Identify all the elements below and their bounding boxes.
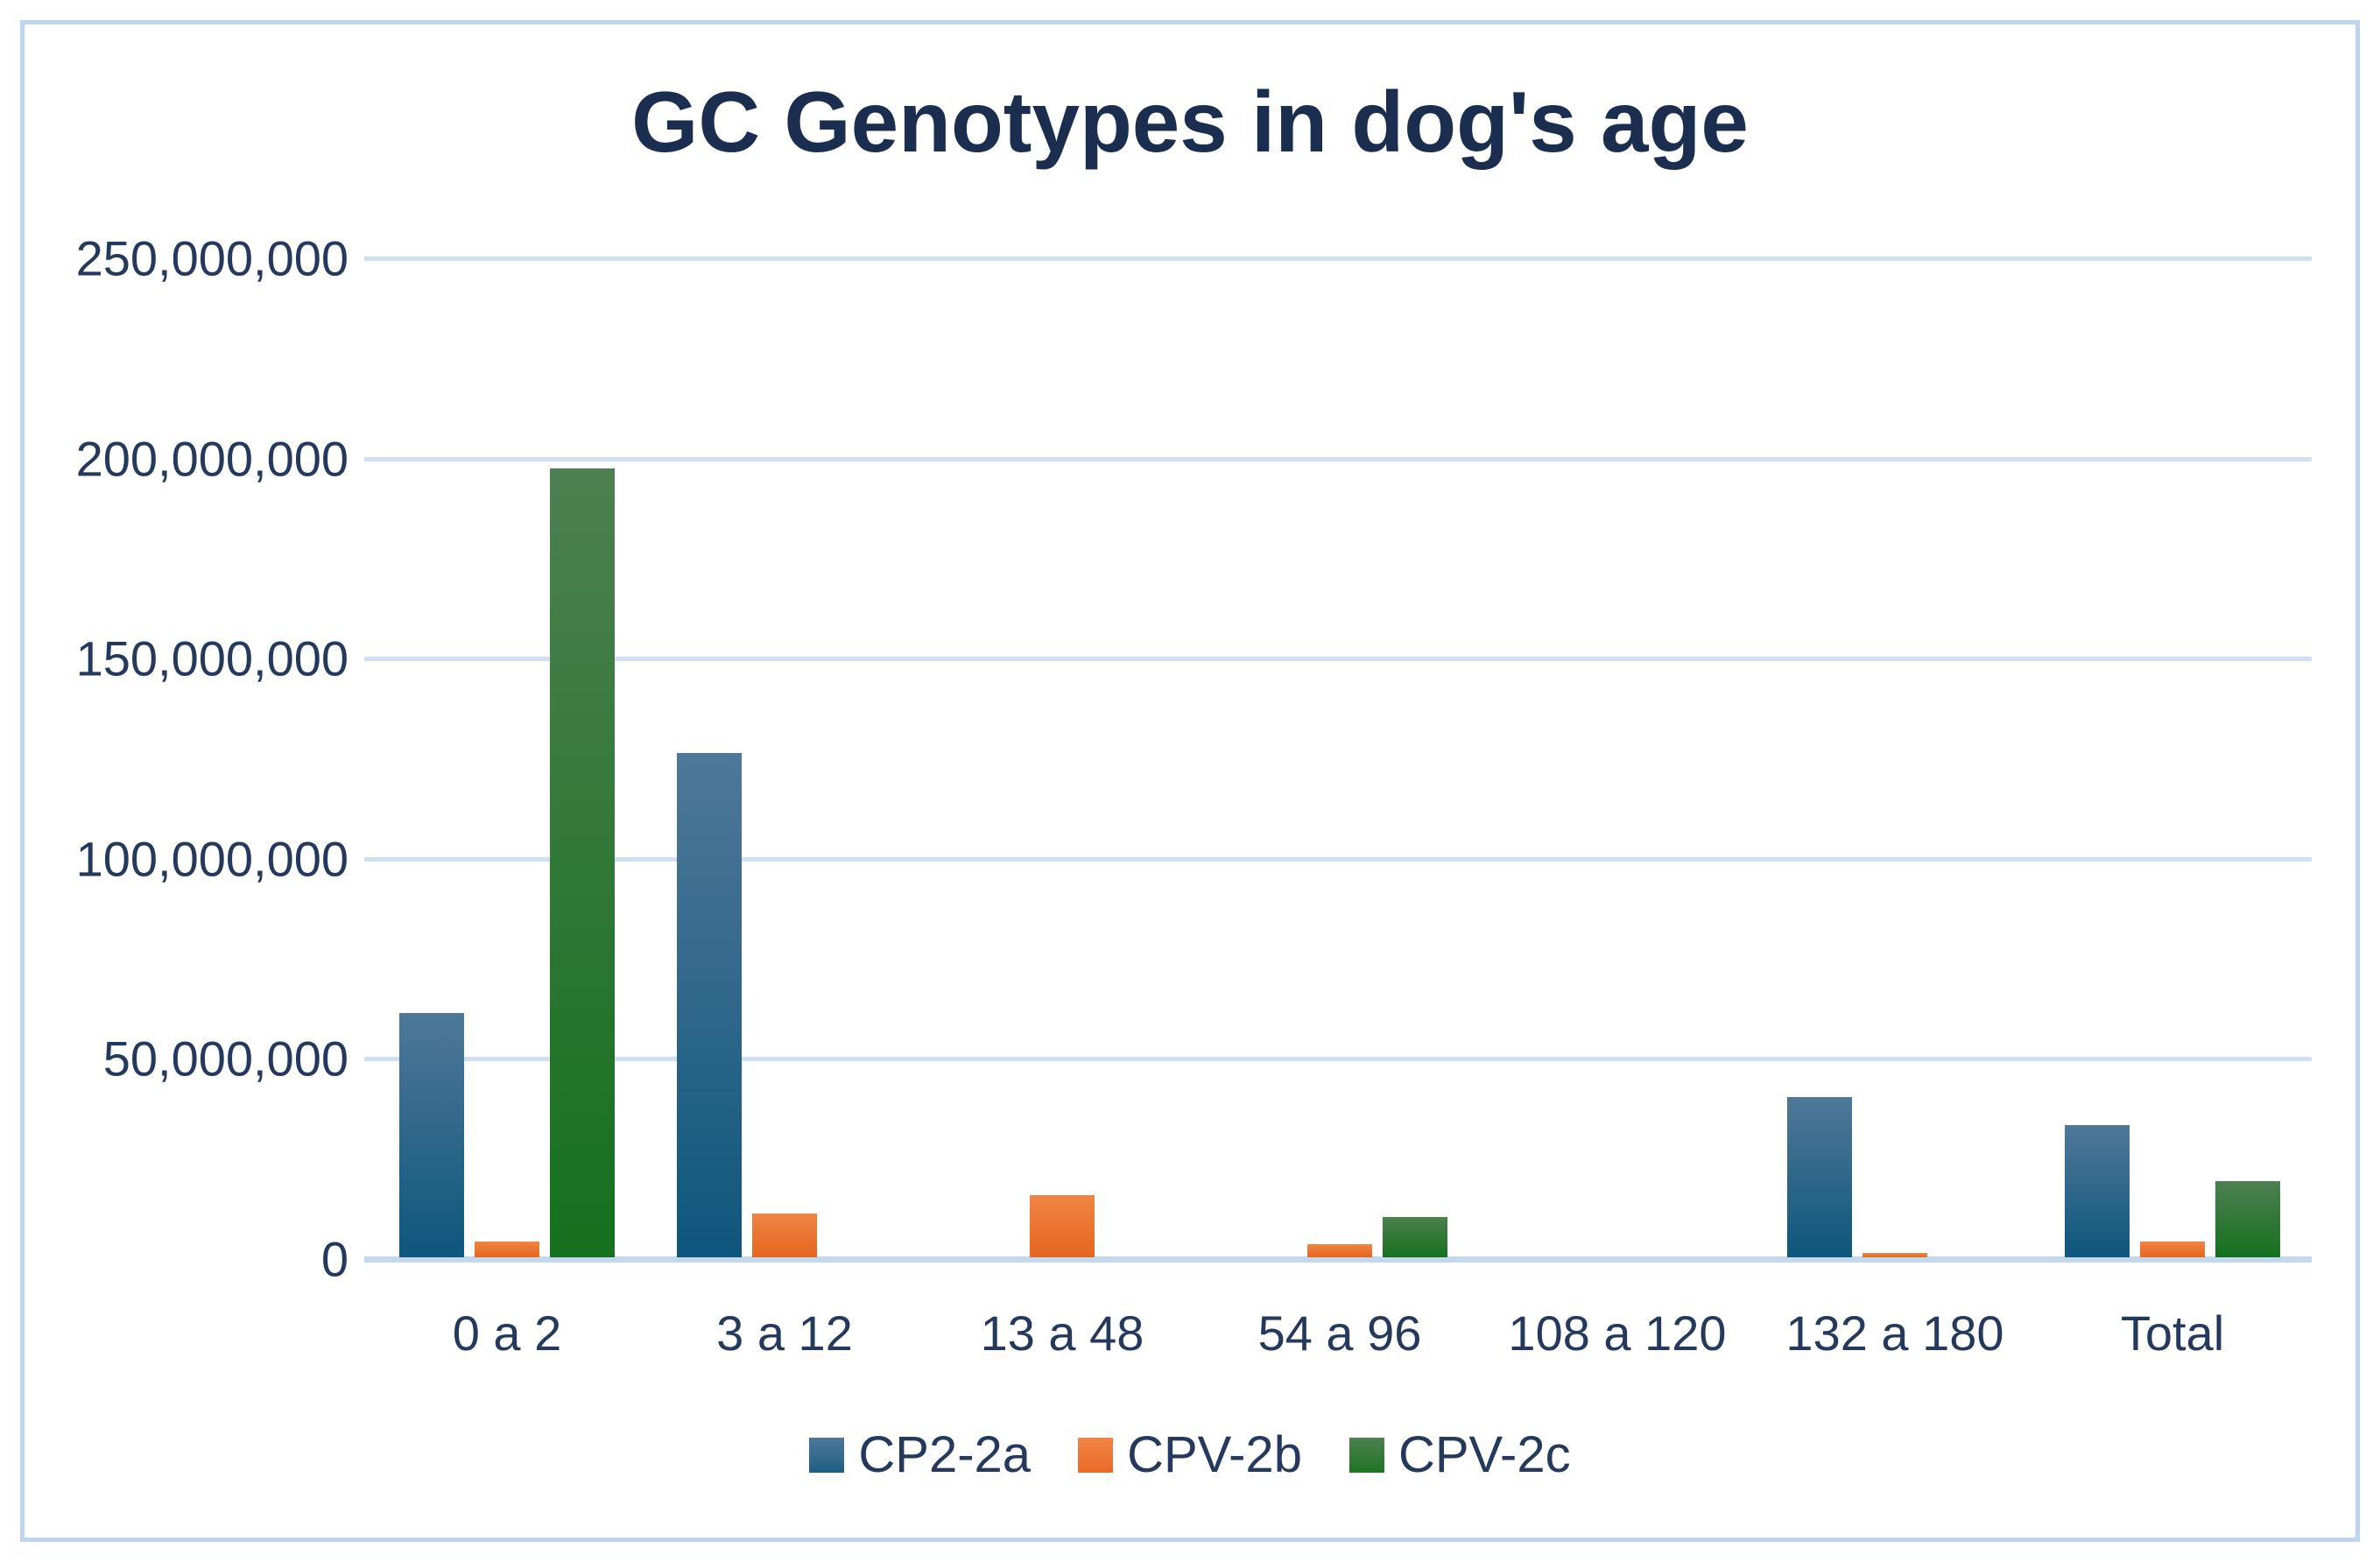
bar-cpv-2b-132-a-180 bbox=[1862, 1253, 1927, 1257]
y-axis-tick-label: 100,000,000 bbox=[75, 831, 349, 887]
y-axis-tick-label: 150,000,000 bbox=[75, 630, 349, 686]
bar-cp2-2a-total bbox=[2065, 1125, 2130, 1257]
legend-item-cpv-2c: CPV-2c bbox=[1348, 1425, 1571, 1484]
legend-label-cp2-2a: CP2-2a bbox=[858, 1426, 1032, 1483]
bar-cpv-2b-54-a-96 bbox=[1307, 1244, 1372, 1257]
gridline-50-000-000 bbox=[364, 1057, 2312, 1061]
bar-cpv-2b-13-a-48 bbox=[1030, 1195, 1095, 1257]
bar-cpv-2c-0-a-2 bbox=[550, 468, 615, 1257]
legend-label-cpv-2b: CPV-2b bbox=[1127, 1426, 1302, 1483]
y-axis-tick-label: 250,000,000 bbox=[75, 230, 349, 286]
bar-cpv-2b-total bbox=[2140, 1242, 2205, 1257]
x-axis-category-label-54-a-96: 54 a 96 bbox=[1257, 1305, 1422, 1361]
bar-cp2-2a-132-a-180 bbox=[1787, 1097, 1852, 1257]
legend: CP2-2a CPV-2b CPV-2c bbox=[0, 1425, 2380, 1484]
chart-title: GC Genotypes in dog's age bbox=[631, 74, 1749, 170]
chart-border-frame bbox=[20, 20, 2360, 1542]
bar-cpv-2c-54-a-96 bbox=[1383, 1217, 1447, 1257]
legend-item-cp2-2a: CP2-2a bbox=[809, 1425, 1031, 1484]
x-axis-category-label-3-a-12: 3 a 12 bbox=[716, 1305, 853, 1361]
bar-cp2-2a-0-a-2 bbox=[399, 1013, 464, 1257]
legend-swatch-cpv-2b bbox=[1078, 1437, 1114, 1473]
bar-cpv-2c-total bbox=[2215, 1181, 2280, 1257]
legend-swatch-cp2-2a bbox=[809, 1437, 845, 1473]
x-axis-category-label-132-a-180: 132 a 180 bbox=[1785, 1305, 2004, 1361]
gridline-150-000-000 bbox=[364, 657, 2312, 661]
y-axis-tick-label: 50,000,000 bbox=[102, 1031, 349, 1087]
legend-item-cpv-2b: CPV-2b bbox=[1078, 1425, 1302, 1484]
x-axis-category-label-108-a-120: 108 a 120 bbox=[1508, 1305, 1727, 1361]
y-axis-tick-label: 0 bbox=[320, 1231, 349, 1287]
x-axis-category-label-0-a-2: 0 a 2 bbox=[452, 1305, 562, 1361]
bar-cpv-2b-0-a-2 bbox=[475, 1242, 539, 1257]
gridline-250-000-000 bbox=[364, 257, 2312, 261]
bar-cp2-2a-3-a-12 bbox=[677, 753, 742, 1257]
gridline-200-000-000 bbox=[364, 457, 2312, 461]
x-axis-category-label-13-a-48: 13 a 48 bbox=[980, 1305, 1144, 1361]
x-axis-line bbox=[364, 1256, 2312, 1263]
gridline-100-000-000 bbox=[364, 857, 2312, 862]
legend-label-cpv-2c: CPV-2c bbox=[1398, 1426, 1571, 1483]
x-axis-category-label-total: Total bbox=[2120, 1305, 2225, 1361]
y-axis-tick-label: 200,000,000 bbox=[75, 431, 349, 487]
legend-swatch-cpv-2c bbox=[1348, 1437, 1384, 1473]
bar-cpv-2b-3-a-12 bbox=[752, 1214, 817, 1257]
